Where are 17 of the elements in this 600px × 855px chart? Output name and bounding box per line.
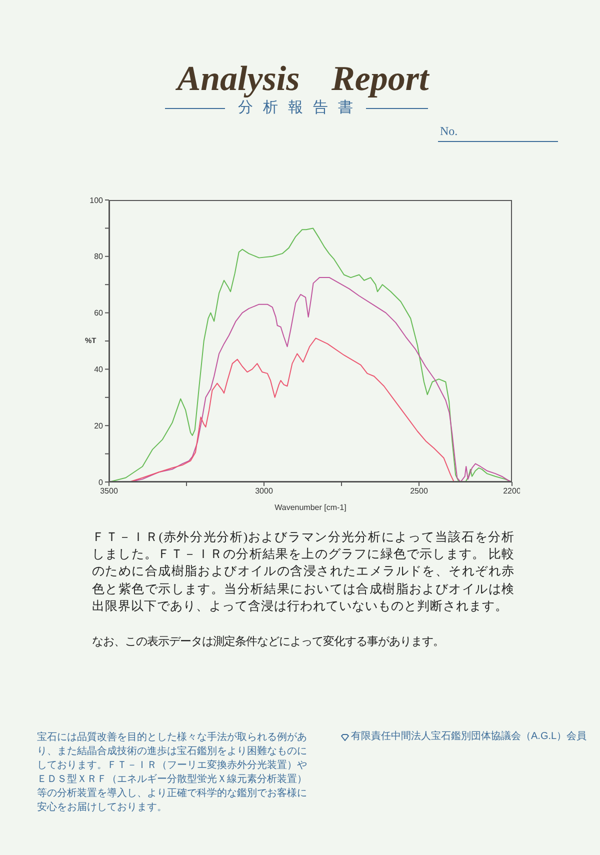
- text: No.: [440, 124, 458, 138]
- y-tick-label: 40: [94, 365, 104, 374]
- text: 宝石には品質改善を目的とした様々な手法が取られる例があり、また結晶合成技術の進歩は宝石鑑別をより困難なものにしております。ＦＴ－ＩＲ（フーリエ変換赤外分光装置）やＥＤＳ型ＸＲＦ（エネルギー分散型蛍光Ｘ線元素分析装置）等の分析装置を導入し、より正確で科学的な鑑別でお客様に安心をお届けしております。: [37, 732, 307, 813]
- chart-subtitle: 分析報告書: [238, 99, 363, 117]
- x-tick-label: 2500: [410, 486, 428, 496]
- y-tick-label: 100: [90, 196, 104, 205]
- text: ＦＴ－ＩＲ(赤外分光分析)およびラマン分光分析によって当該石を分析しました。ＦＴ－ＩＲの分析結果を上のグラフに緑色で示します。 比較のために合成樹脂およびオイルの含浸されたエメラルドを、それぞれ赤色と紫色で示します。当分析結果においては合成樹脂およびオイルは検出限界以下であり、よって含浸は行われていないものと判断されます。: [92, 530, 514, 613]
- x-tick-label: 3000: [255, 486, 274, 496]
- text: 有限責任中間法人宝石鑑別団体協議会（A.G.L）会員: [351, 731, 587, 742]
- y-tick-label: 80: [94, 252, 104, 262]
- y-tick-label: 20: [94, 421, 104, 430]
- x-axis-title: Wavenumber [cm-1]: [274, 503, 346, 512]
- y-tick-label: 60: [94, 308, 104, 318]
- x-tick-label: 3500: [100, 486, 118, 496]
- y-tick-label: 0: [98, 478, 104, 487]
- text: なお、この表示データは測定条件などによって変化する事があります。: [92, 636, 444, 648]
- chart-title: Analysis Report: [177, 59, 429, 98]
